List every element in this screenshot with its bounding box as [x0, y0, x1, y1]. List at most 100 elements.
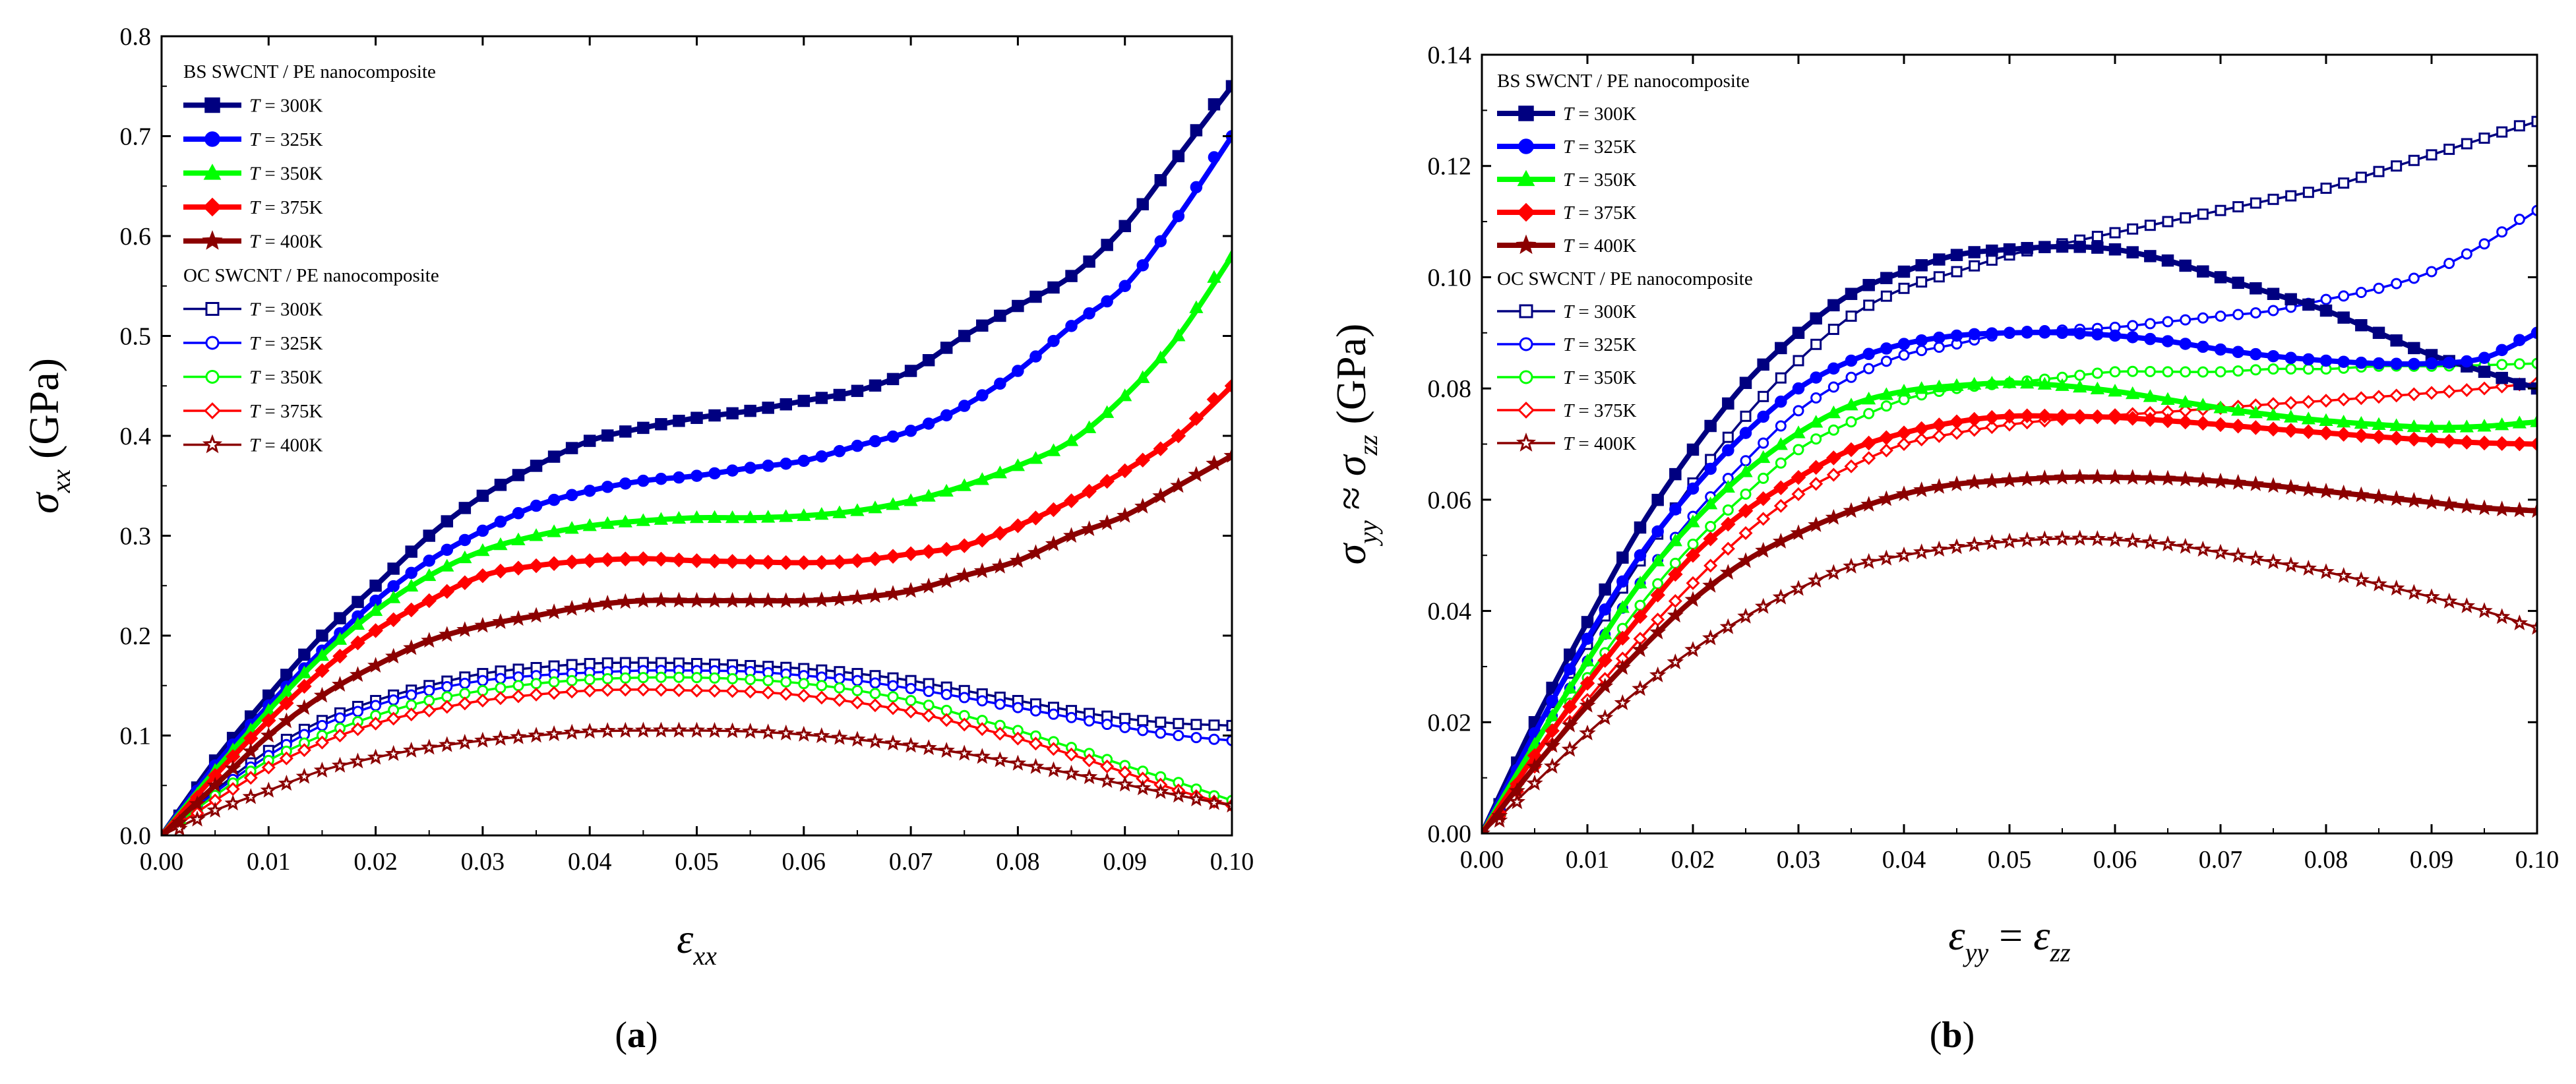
panel-b-point-oc-7-46: [2285, 363, 2297, 375]
panel-a-point-bs-2-10: [332, 632, 348, 645]
panel-b-point-bs-3-43: [2230, 418, 2246, 434]
panel-b-point-bs-1-37: [2126, 331, 2139, 344]
panel-b-point-bs-1-33: [2056, 326, 2069, 340]
panel-a-point-bs-4-12: [367, 657, 384, 673]
panel-b-point-oc-6-59: [2513, 214, 2525, 226]
panel-a-point-oc-6-49: [1029, 705, 1041, 717]
panel-a-point-oc-7-37: [816, 680, 828, 692]
panel-b-point-oc-8-15: [1738, 526, 1753, 540]
panel-b-point-oc-5-39: [2162, 216, 2174, 227]
panel-a-point-oc-6-18: [477, 675, 489, 686]
panel-a-legend-entry-bs-3: T = 375K: [183, 197, 322, 218]
panel-b-point-bs-0-37: [2126, 246, 2139, 258]
panel-a-point-bs-3-13: [386, 612, 401, 628]
panel-b-point-bs-1-25: [1915, 334, 1928, 347]
panel-a-point-oc-8-13: [386, 711, 401, 726]
panel-b-point-oc-7-44: [2250, 364, 2261, 376]
panel-a-point-bs-3-60: [1224, 378, 1232, 394]
panel-a-point-bs-4-2: [189, 795, 206, 811]
panel-a-point-bs-4-29: [670, 591, 688, 608]
panel-b-point-bs-1-31: [2021, 326, 2033, 339]
panel-b-legend-entry-bs-3: T = 375K: [1497, 202, 1636, 224]
panel-b-point-oc-8-51: [2372, 390, 2386, 404]
panel-a-point-bs-4-30: [688, 591, 706, 608]
panel-b-point-oc-9-19: [1807, 571, 1825, 588]
panel-a-x-tick-label: 0.06: [782, 848, 826, 876]
panel-b-point-bs-3-9: [1632, 609, 1648, 624]
panel-b-point-bs-1-56: [2461, 355, 2473, 368]
panel-b-point-bs-4-30: [2001, 471, 2018, 488]
panel-a-point-bs-4-60: [1223, 447, 1232, 463]
panel-b-point-oc-9-41: [2194, 541, 2212, 557]
panel-b-point-oc-6-20: [1827, 381, 1839, 393]
panel-a-point-bs-2-60: [1225, 248, 1232, 262]
panel-a-legend-marker-bs-4: [202, 230, 223, 250]
panel-a-point-bs-4-23: [563, 599, 580, 616]
panel-b-point-bs-2-33: [2055, 378, 2070, 391]
panel-a-point-bs-0-32: [726, 407, 739, 420]
panel-b-point-oc-8-19: [1809, 477, 1824, 491]
panel-a-point-oc-8-42: [904, 704, 918, 719]
panel-a-legend-marker-oc-2: [205, 370, 220, 384]
panel-a-y-tick-label: 0.3: [120, 523, 152, 551]
panel-a-point-bs-0-43: [922, 354, 935, 367]
panel-b-point-oc-8-29: [1984, 420, 1999, 435]
panel-b-point-bs-3-23: [1879, 430, 1894, 446]
panel-b-point-bs-3-7: [1597, 653, 1612, 668]
panel-b-point-oc-5-56: [2461, 138, 2472, 150]
panel-b-point-bs-2-30: [2002, 375, 2017, 388]
panel-a-point-oc-5-55: [1137, 715, 1149, 727]
panel-b-point-bs-3-36: [2107, 409, 2123, 425]
panel-a-point-oc-8-4: [226, 782, 240, 797]
panel-a-point-bs-3-10: [332, 648, 348, 664]
panel-a-point-oc-8-11: [351, 722, 365, 737]
panel-a-point-bs-3-14: [404, 602, 419, 618]
panel-b-point-oc-9-43: [2229, 547, 2247, 563]
panel-b-point-bs-4-9: [1632, 641, 1649, 657]
panel-b-point-bs-3-56: [2459, 435, 2474, 450]
panel-b-point-bs-1-39: [2161, 335, 2174, 347]
panel-a-point-bs-4-13: [385, 647, 402, 664]
panel-a-point-bs-0-51: [1065, 270, 1078, 282]
panel-a-legend-entry-oc-3: T = 375K: [183, 401, 322, 422]
panel-b-point-bs-4-25: [1913, 481, 1930, 497]
panel-b-point-oc-9-20: [1825, 564, 1843, 580]
panel-b-point-bs-3-8: [1615, 630, 1630, 646]
panel-a-point-bs-0-19: [494, 479, 507, 491]
panel-a-point-oc-7-26: [619, 672, 631, 684]
panel-a-point-bs-1-35: [780, 458, 792, 470]
panel-b-point-oc-6-24: [1898, 349, 1910, 361]
panel-a-y-axis-label: σxx (GPa): [20, 358, 76, 514]
panel-b-point-bs-1-59: [2513, 334, 2526, 346]
panel-b-point-oc-6-42: [2215, 310, 2226, 322]
panel-b-point-bs-2-57: [2477, 419, 2492, 432]
panel-b-x-tick-label: 0.05: [1988, 846, 2032, 874]
panel-b-point-bs-4-42: [2212, 472, 2229, 489]
panel-a-point-bs-1-32: [726, 464, 739, 477]
panel-a-legend-entry-bs-0: T = 300K: [183, 96, 322, 117]
panel-b-point-oc-6-22: [1863, 363, 1875, 375]
panel-a-point-oc-6-44: [940, 688, 952, 700]
panel-a-point-oc-9-5: [242, 788, 259, 804]
panel-a-point-oc-9-10: [331, 756, 349, 773]
panel-a-point-oc-8-12: [369, 716, 383, 731]
panel-a-point-bs-2-36: [797, 508, 811, 522]
panel-a-point-bs-4-32: [724, 591, 741, 608]
panel-a-y-label-text: σxx (GPa): [20, 358, 76, 514]
panel-a-point-oc-9-52: [1080, 768, 1098, 785]
panel-a-point-oc-8-38: [832, 693, 847, 708]
panel-a-point-oc-9-9: [313, 762, 331, 778]
panel-b-legend-label-bs-4: T = 400K: [1563, 235, 1636, 256]
panel-b-point-oc-8-55: [2442, 384, 2457, 399]
panel-a-point-oc-9-3: [206, 801, 224, 818]
panel-a-point-oc-8-8: [297, 743, 311, 758]
panel-b-point-bs-0-21: [1845, 287, 1858, 300]
panel-a-legend-entry-bs-2: T = 350K: [183, 164, 322, 185]
panel-a-point-bs-4-19: [492, 613, 509, 629]
panel-b-point-bs-4-36: [2106, 468, 2124, 485]
panel-a-point-bs-3-28: [654, 551, 669, 567]
panel-b-point-oc-6-19: [1810, 392, 1822, 404]
panel-b-point-bs-2-43: [2231, 403, 2246, 416]
panel-b-point-bs-1-38: [2144, 332, 2157, 346]
panel-b-plot-area: 0.00 0.01 0.02 0.03 0.04 0.05 0.06 0.07 0.08 0.09…: [1428, 42, 2560, 874]
